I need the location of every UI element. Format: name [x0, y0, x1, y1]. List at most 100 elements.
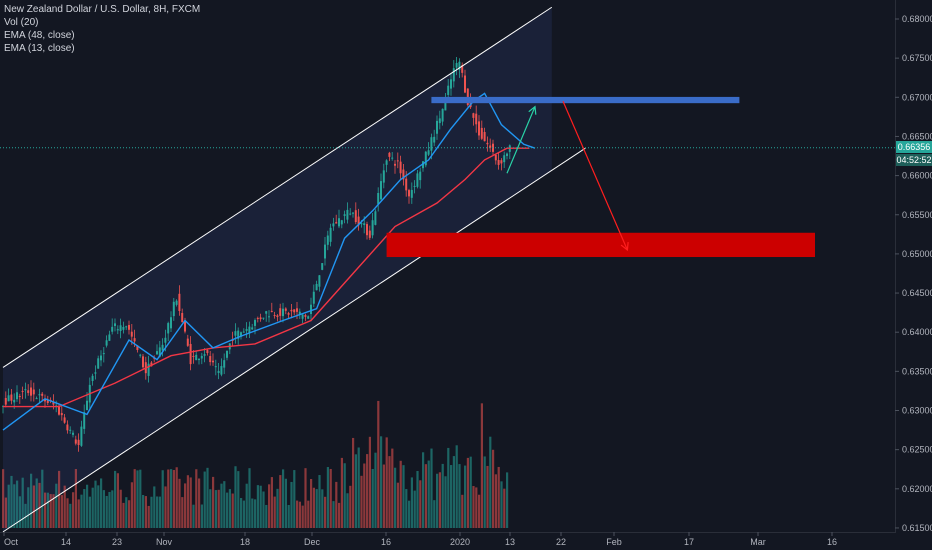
- candle-body: [276, 315, 279, 318]
- volume-bar: [139, 469, 142, 528]
- candle-body: [226, 350, 228, 358]
- candle-body: [326, 235, 329, 245]
- volume-bar: [195, 469, 198, 528]
- volume-bar: [237, 471, 240, 528]
- volume-bar: [382, 464, 385, 528]
- volume-bar: [416, 470, 419, 528]
- candle-body: [262, 317, 265, 319]
- channel-lower-line: [2, 147, 586, 533]
- drawings-layer[interactable]: [0, 6, 895, 533]
- candle-body: [46, 400, 49, 403]
- candle-body: [234, 331, 237, 336]
- volume-bar: [284, 478, 287, 528]
- candle-body: [472, 113, 475, 118]
- volume-bar: [363, 463, 366, 528]
- volume-bar: [32, 485, 35, 528]
- candle-body: [385, 160, 388, 165]
- candle-body: [377, 192, 380, 205]
- candle-body: [116, 329, 119, 331]
- candle-body: [349, 213, 352, 215]
- candle-body: [324, 244, 326, 259]
- volume-bar: [354, 454, 357, 528]
- time-axis[interactable]: Oct 14 23 Nov 18 Dec 16 2020 13 22 Feb 17 Mar 16: [3, 532, 837, 547]
- volume-bar: [212, 476, 215, 528]
- candle-body: [161, 344, 164, 351]
- volume-bar: [478, 494, 481, 528]
- volume-bar: [279, 475, 282, 528]
- volume-bar: [111, 490, 114, 528]
- candle-body: [32, 389, 35, 395]
- volume-bar: [172, 469, 175, 528]
- candle-body: [402, 169, 405, 180]
- volume-bar: [178, 478, 181, 528]
- candle-body: [433, 136, 436, 143]
- candle-body: [44, 399, 46, 402]
- candle-body: [214, 366, 217, 368]
- candle-body: [21, 390, 24, 392]
- volume-bar: [147, 505, 150, 528]
- price-axis[interactable]: 0.68000 0.67500 0.67000 0.66500 0.66000 0.655…: [895, 14, 932, 533]
- volume-bar: [66, 498, 69, 528]
- volume-bar: [144, 496, 147, 528]
- volume-bar: [217, 489, 220, 528]
- volume-bar: [10, 475, 13, 528]
- candle-body: [466, 88, 469, 105]
- ema-48-label[interactable]: EMA (48, close): [4, 30, 75, 41]
- volume-bar: [228, 489, 231, 528]
- candle-body: [186, 338, 189, 346]
- volume-bar: [424, 464, 427, 528]
- time-tick-label: 17: [684, 537, 694, 547]
- candle-body: [329, 227, 332, 242]
- candle-body: [447, 85, 450, 95]
- candle-body: [91, 375, 94, 381]
- candle-body: [270, 310, 273, 312]
- candle-body: [396, 160, 399, 162]
- volume-bar: [402, 465, 405, 528]
- volume-bar: [158, 496, 161, 528]
- volume-bar: [161, 470, 164, 528]
- volume-bar: [368, 436, 371, 528]
- volume-bar: [209, 489, 212, 528]
- volume-bar: [35, 478, 38, 528]
- candle-body: [178, 293, 181, 312]
- volume-bar: [340, 457, 343, 528]
- candle-body: [480, 127, 483, 139]
- candle-body: [340, 220, 343, 225]
- volume-bar: [287, 504, 290, 528]
- volume-bar: [46, 492, 49, 528]
- candle-body: [242, 331, 245, 333]
- candle-body: [354, 210, 357, 223]
- candle-body: [130, 331, 133, 337]
- ema-13-label[interactable]: EMA (13, close): [4, 43, 75, 54]
- support-zone: [386, 232, 815, 258]
- candle-body: [335, 222, 338, 224]
- candle-body: [363, 223, 366, 226]
- volume-bar: [133, 469, 136, 528]
- candle-body: [256, 317, 259, 319]
- volume-bar: [268, 484, 271, 528]
- candle-body: [150, 362, 153, 367]
- candle-body: [419, 171, 422, 181]
- volume-bar: [4, 497, 7, 528]
- candle-body: [181, 312, 184, 323]
- time-tick-label: 2020: [450, 537, 470, 547]
- volume-bar: [408, 500, 411, 528]
- volume-bar: [58, 470, 61, 528]
- price-tick-label: 0.61500: [902, 523, 932, 533]
- volume-bar: [18, 496, 21, 528]
- candle-body: [108, 334, 111, 341]
- volume-bar: [116, 473, 119, 528]
- candle-body: [410, 189, 413, 198]
- candle-body: [461, 65, 464, 73]
- volume-indicator-label[interactable]: Vol (20): [4, 17, 39, 28]
- volume-bar: [452, 456, 455, 528]
- volume-bar: [16, 480, 19, 528]
- candle-body: [24, 389, 27, 391]
- candle-body: [100, 355, 102, 361]
- volume-bar: [276, 488, 279, 528]
- price-tick-label: 0.67000: [902, 92, 932, 102]
- price-tick-label: 0.65500: [902, 210, 932, 220]
- symbol-title[interactable]: New Zealand Dollar / U.S. Dollar, 8H, FX…: [4, 4, 201, 15]
- time-tick-label: 23: [112, 537, 122, 547]
